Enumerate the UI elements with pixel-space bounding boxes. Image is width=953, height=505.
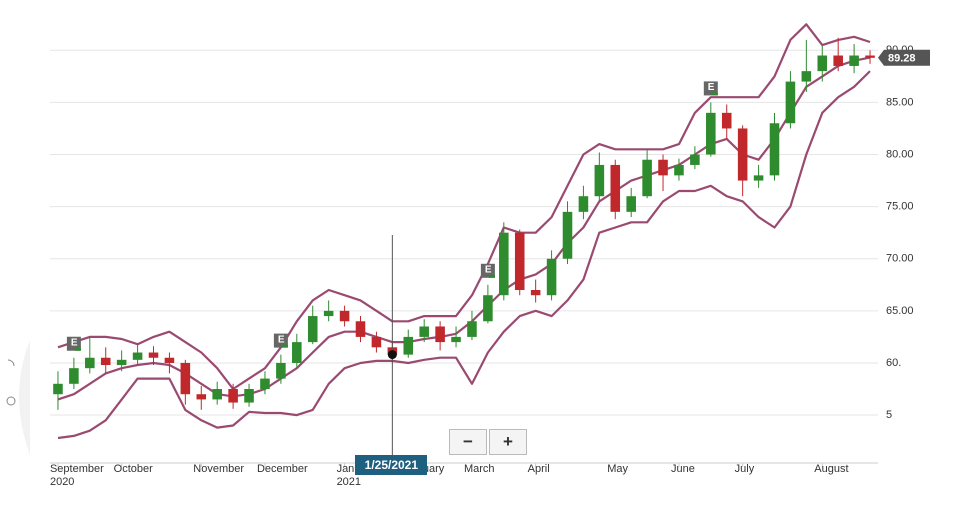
candle-body — [562, 211, 573, 259]
y-tick-label: 80.00 — [886, 148, 914, 160]
candle-body — [706, 112, 716, 155]
candle-body — [132, 352, 143, 360]
x-tick-label: June — [670, 463, 695, 475]
x-tick-label: December — [256, 463, 308, 475]
candle-body — [116, 359, 127, 366]
y-tick-label: 60. — [886, 357, 901, 369]
candle-body — [180, 362, 191, 395]
earnings-flag — [74, 347, 81, 351]
earnings-flag — [281, 344, 288, 348]
candle-body — [244, 389, 254, 403]
candle-body — [212, 389, 222, 400]
candle-body — [196, 394, 207, 400]
y-tick-label: 85.00 — [886, 96, 914, 108]
candle-body — [546, 258, 557, 296]
candle-body — [148, 352, 159, 358]
candle-body — [865, 55, 875, 58]
candle-body — [451, 336, 461, 343]
candle-body — [849, 55, 859, 66]
bollinger-band — [57, 23, 871, 391]
candle-body — [260, 378, 270, 390]
candle-body — [674, 164, 684, 176]
y-tick-label: 70.00 — [886, 253, 914, 265]
candle-body — [578, 196, 589, 212]
candle-body — [435, 326, 445, 343]
candle-body — [626, 196, 636, 212]
earnings-marker: E — [66, 336, 81, 351]
candle-body — [292, 342, 302, 363]
x-tick-label: September 2020 — [49, 463, 104, 488]
candle-body — [467, 321, 477, 337]
candle-body — [753, 175, 764, 181]
candle-body — [483, 295, 493, 322]
candle-body — [690, 154, 700, 165]
candle-body — [69, 368, 79, 384]
candle-body — [610, 164, 621, 212]
zoom-out-button[interactable]: − — [449, 429, 487, 455]
earnings-label: E — [708, 82, 715, 93]
zoom-in-button[interactable]: + — [489, 429, 527, 455]
x-tick-label: November — [193, 463, 245, 475]
candle-body — [371, 336, 382, 348]
candle-body — [594, 164, 605, 197]
earnings-label: E — [71, 337, 78, 348]
candle-body — [307, 316, 318, 343]
price-tag — [878, 49, 930, 66]
price-tag-label: 89.28 — [888, 53, 916, 65]
candle-body — [769, 123, 780, 176]
earnings-box — [273, 333, 288, 348]
candle-body — [833, 55, 843, 66]
x-tick-label: August — [814, 463, 849, 475]
side-icon — [6, 396, 16, 406]
y-tick-label: 65.00 — [886, 305, 914, 317]
candle-body — [737, 128, 748, 181]
earnings-box — [66, 336, 81, 351]
candle-body — [817, 55, 828, 72]
earnings-marker: E — [480, 263, 495, 278]
candle-body — [403, 336, 414, 355]
earnings-marker: E — [703, 81, 718, 96]
y-tick-label: 5 — [886, 409, 892, 421]
candle-body — [721, 112, 732, 129]
candle-body — [419, 326, 429, 337]
candle-body — [785, 81, 796, 124]
bollinger-band — [57, 70, 871, 440]
candle-body — [164, 357, 175, 363]
earnings-flag — [488, 274, 495, 278]
y-tick-label: 75.00 — [886, 201, 914, 213]
x-tick-label: May — [607, 463, 629, 475]
candle-body — [658, 159, 668, 176]
candle-body — [228, 389, 238, 403]
x-tick-label: March — [463, 463, 495, 475]
candle-body — [801, 71, 812, 82]
earnings-marker: E — [273, 333, 288, 348]
candle-body — [499, 232, 509, 296]
candle-body — [339, 310, 350, 322]
earnings-label: E — [278, 334, 285, 345]
candle-body — [53, 383, 63, 395]
candle-body — [530, 290, 541, 296]
x-tick-label: July — [734, 463, 755, 475]
candle-body — [355, 321, 366, 337]
candle-body — [276, 362, 286, 379]
candle-body — [85, 357, 95, 369]
x-tick-label: October — [113, 463, 153, 475]
earnings-box — [480, 263, 495, 278]
earnings-flag — [711, 92, 718, 96]
crosshair-dot — [387, 350, 397, 360]
side-panel — [19, 340, 30, 455]
side-icon — [7, 359, 15, 367]
candle-body — [323, 310, 334, 317]
earnings-box — [703, 81, 718, 96]
candle-body — [514, 232, 525, 291]
bollinger-band — [57, 56, 871, 401]
candle-body — [642, 159, 652, 197]
earnings-label: E — [485, 264, 492, 275]
candle-body — [100, 357, 111, 366]
crosshair-date: 1/25/2021 — [355, 455, 428, 475]
x-tick-label: April — [527, 463, 550, 475]
